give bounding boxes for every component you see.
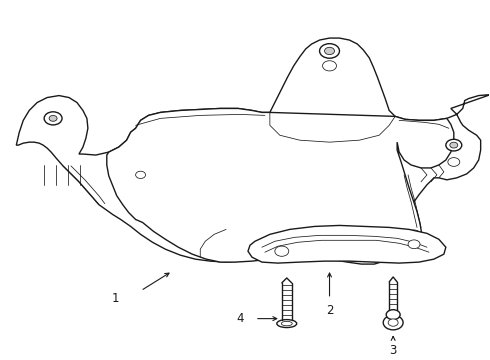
Text: 2: 2: [326, 304, 333, 317]
Ellipse shape: [277, 320, 297, 328]
Circle shape: [408, 230, 420, 239]
Circle shape: [319, 44, 340, 58]
Circle shape: [450, 142, 458, 148]
Circle shape: [44, 112, 62, 125]
Ellipse shape: [386, 310, 400, 320]
Polygon shape: [248, 225, 446, 263]
Circle shape: [408, 240, 420, 249]
Polygon shape: [16, 38, 490, 264]
Polygon shape: [107, 108, 454, 262]
Ellipse shape: [281, 321, 292, 326]
Circle shape: [49, 116, 57, 121]
Text: 3: 3: [390, 344, 397, 357]
Circle shape: [275, 246, 289, 256]
Circle shape: [294, 253, 306, 261]
Circle shape: [322, 61, 337, 71]
Circle shape: [448, 158, 460, 166]
Circle shape: [136, 171, 146, 179]
Text: 4: 4: [236, 312, 244, 325]
Circle shape: [383, 315, 403, 330]
Circle shape: [388, 319, 398, 326]
Circle shape: [324, 47, 335, 55]
Text: 1: 1: [112, 292, 120, 305]
Circle shape: [446, 139, 462, 151]
